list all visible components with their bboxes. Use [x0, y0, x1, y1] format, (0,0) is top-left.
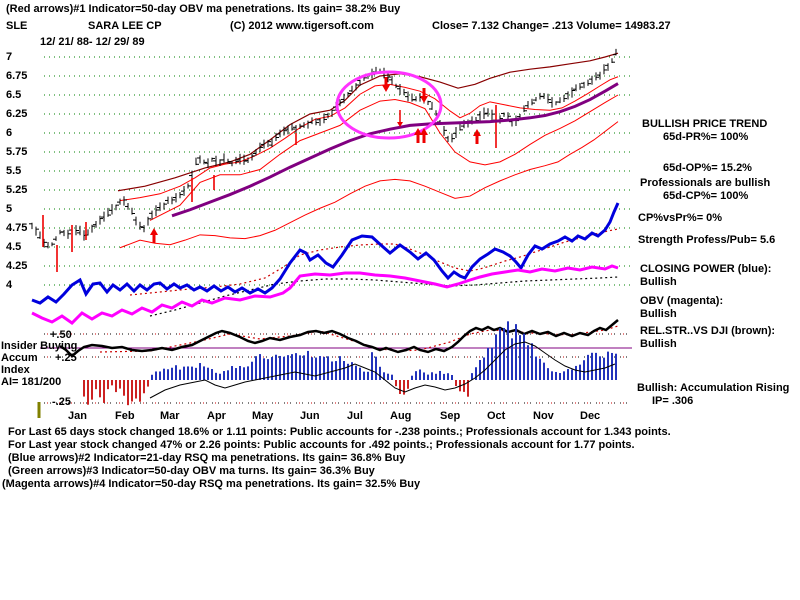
- footer-line: For Last 65 days stock changed 18.6% or …: [8, 426, 671, 438]
- closing-power-status: Bullish: [640, 276, 677, 288]
- price-axis-label: 5.75: [6, 146, 28, 158]
- company-name: SARA LEE CP: [88, 20, 162, 32]
- indicator1-title: (Red arrows)#1 Indicator=50-day OBV ma p…: [6, 3, 401, 15]
- price-axis-label: 4.5: [6, 241, 22, 253]
- quote-stats: Close= 7.132 Change= .213 Volume= 14983.…: [432, 20, 671, 32]
- ticker-symbol: SLE: [6, 20, 28, 32]
- price-axis-label: 6.25: [6, 108, 28, 120]
- cp-percent: 65d-CP%= 100%: [663, 190, 749, 202]
- professionals-note: Professionals are bullish: [640, 177, 771, 189]
- month-label: Jan: [68, 410, 87, 422]
- month-label: Dec: [580, 410, 601, 422]
- price-axis-label: 5.5: [6, 165, 22, 177]
- month-label: Sep: [440, 410, 461, 422]
- pr-percent: 65d-PR%= 100%: [663, 131, 749, 143]
- obv-status: Bullish: [640, 308, 677, 320]
- accumulation-note: Bullish: Accumulation Rising: [637, 382, 790, 394]
- price-axis-label: 5.25: [6, 184, 28, 196]
- month-label: Mar: [160, 410, 180, 422]
- ai-value: AI= 181/200: [1, 376, 62, 388]
- price-axis-label: 6.75: [6, 70, 28, 82]
- price-trend-title: BULLISH PRICE TREND: [642, 118, 768, 130]
- relstr-status: Bullish: [640, 338, 677, 350]
- month-label: Aug: [390, 410, 412, 422]
- index-label: Index: [1, 364, 30, 376]
- date-range: 12/ 21/ 88- 12/ 29/ 89: [40, 36, 145, 48]
- price-axis-label: 4.75: [6, 222, 28, 234]
- scale-plus50: +.50: [50, 329, 72, 341]
- price-axis-label: 6: [6, 127, 13, 139]
- month-label: Apr: [207, 410, 226, 422]
- op-percent: 65d-OP%= 15.2%: [663, 162, 752, 174]
- cp-vs-pr: CP%vsPr%= 0%: [638, 212, 723, 224]
- month-label: Feb: [115, 410, 135, 422]
- footer-line: (Green arrows)#3 Indicator=50-day OBV ma…: [8, 465, 375, 477]
- month-label: Jul: [347, 410, 363, 422]
- month-label: Jun: [300, 410, 320, 422]
- footer-line: (Blue arrows)#2 Indicator=21-day RSQ ma …: [8, 452, 406, 464]
- price-axis-label: 4.25: [6, 260, 28, 272]
- month-label: May: [252, 410, 274, 422]
- footer-line: (Magenta arrows)#4 Indicator=50-day RSQ …: [2, 478, 421, 490]
- insider-buying-label: Insider Buying: [1, 340, 78, 352]
- accum-label: Accum: [1, 352, 38, 364]
- price-axis-label: 7: [6, 51, 13, 63]
- relstr-label: REL.STR..VS DJI (brown):: [640, 325, 776, 337]
- price-axis-label: 6.5: [6, 89, 22, 101]
- closing-power-label: CLOSING POWER (blue):: [640, 263, 772, 275]
- scale-minus25: -.25: [52, 396, 71, 408]
- footer-line: For Last year stock changed 47% or 2.26 …: [8, 439, 635, 451]
- month-label: Oct: [487, 410, 506, 422]
- strength-ratio: Strength Profess/Pub= 5.6: [638, 234, 776, 246]
- month-label: Nov: [533, 410, 554, 422]
- ip-value: IP= .306: [652, 395, 694, 407]
- scale-plus25: +.25: [55, 352, 77, 364]
- price-axis-label: 4: [6, 279, 13, 291]
- obv-label: OBV (magenta):: [640, 295, 724, 307]
- copyright-text: (C) 2012 www.tigersoft.com: [230, 20, 374, 32]
- price-axis-label: 5: [6, 203, 13, 215]
